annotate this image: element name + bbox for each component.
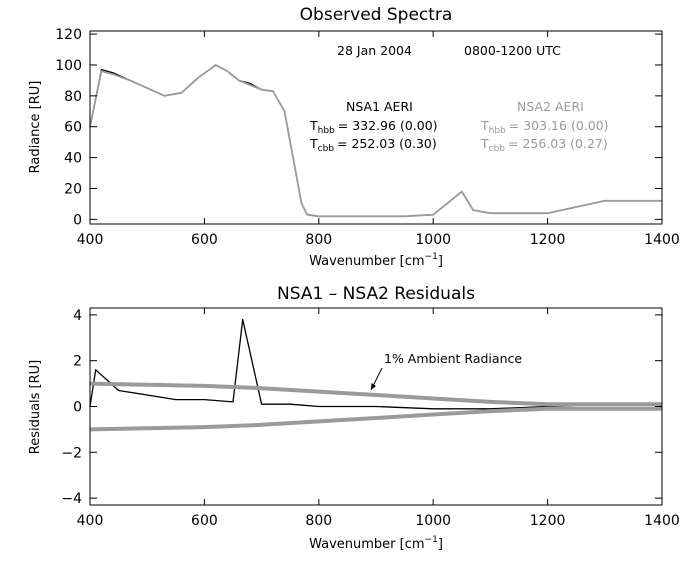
residuals-y-tick-label: 2 [73,354,82,370]
residuals-series-layer [89,318,662,432]
spectra-x-tick-label: 1200 [530,232,566,248]
spectra-series-layer [89,64,662,218]
residuals-series-0 [89,318,662,410]
residuals-panel: NSA1 – NSA2 Residuals 400 600 800 1000 1200 1… [28,284,680,552]
ambient-radiance-annotation: 1% Ambient Radiance [384,351,522,366]
spectra-x-tick-label: 400 [77,232,104,248]
spectra-y-tick-label: 120 [55,27,82,43]
spectra-x-tick-label: 800 [305,232,332,248]
spectra-x-tick-label: 1000 [415,232,451,248]
spectra-y-tick-label: 40 [64,151,82,167]
spectra-y-tick-label: 20 [64,181,82,197]
residuals-series-1 [89,381,662,407]
residuals-y-tick-label: −2 [61,445,82,461]
residuals-series-2 [89,406,662,432]
residuals-y-tick-label: 4 [73,308,82,324]
nsa1-thbb: Thbb = 332.96 (0.00) [309,118,438,136]
spectra-title: Observed Spectra [300,5,453,25]
residuals-title: NSA1 – NSA2 Residuals [277,284,475,304]
residuals-x-tick-label: 600 [191,513,218,529]
residuals-x-tick-label: 800 [305,513,332,529]
nsa1-legend-label: NSA1 AERI [346,99,413,114]
spectra-y-tick-label: 60 [64,120,82,136]
ambient-radiance-arrowhead [371,383,376,390]
residuals-y-tick-label: −4 [61,491,82,507]
spectra-y-tick-label: 0 [73,212,82,228]
date-label: 28 Jan 2004 [337,43,412,58]
spectra-x-tick-label: 600 [191,232,218,248]
spectra-x-tick-label: 1400 [644,232,680,248]
residuals-y-axis-label: Residuals [RU] [28,360,43,455]
spectra-panel: Observed Spectra 400 600 800 1000 1200 1400 0 2… [28,5,680,269]
residuals-x-axis-label: Wavenumber [cm−1] [309,535,443,552]
nsa2-legend-label: NSA2 AERI [517,99,584,114]
spectra-x-axis-label: Wavenumber [cm−1] [309,252,443,269]
spectra-ticks: 400 600 800 1000 1200 1400 0 20 40 60 80 100 120 [55,27,680,248]
spectra-y-axis-label: Radiance [RU] [28,81,43,174]
nsa2-tcbb: Tcbb = 256.03 (0.27) [480,136,608,154]
time-label: 0800-1200 UTC [464,43,561,58]
residuals-x-tick-label: 1400 [644,513,680,529]
spectra-y-tick-label: 80 [64,89,82,105]
spectra-y-tick-label: 100 [55,58,82,74]
residuals-x-tick-label: 1200 [530,513,566,529]
nsa2-thbb: Thbb = 303.16 (0.00) [480,118,609,136]
residuals-x-tick-label: 400 [77,513,104,529]
residuals-y-tick-label: 0 [73,400,82,416]
spectra-plot-frame [89,30,663,225]
residuals-ticks: 400 600 800 1000 1200 1400 −4 −2 0 2 4 [61,308,679,529]
spectra-series-1 [89,64,662,218]
nsa1-tcbb: Tcbb = 252.03 (0.30) [309,136,437,154]
residuals-x-tick-label: 1000 [415,513,451,529]
